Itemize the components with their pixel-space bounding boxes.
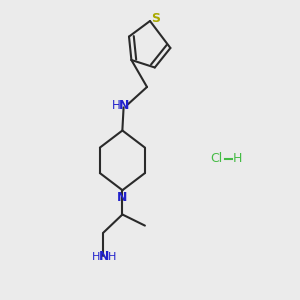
Text: N: N: [118, 99, 129, 112]
Text: S: S: [151, 12, 160, 25]
Text: H: H: [232, 152, 242, 166]
Text: N: N: [117, 191, 128, 204]
Text: Cl: Cl: [210, 152, 222, 166]
Text: N: N: [99, 250, 109, 263]
Text: H: H: [111, 99, 120, 112]
Text: H: H: [92, 251, 100, 262]
Text: H: H: [108, 251, 116, 262]
